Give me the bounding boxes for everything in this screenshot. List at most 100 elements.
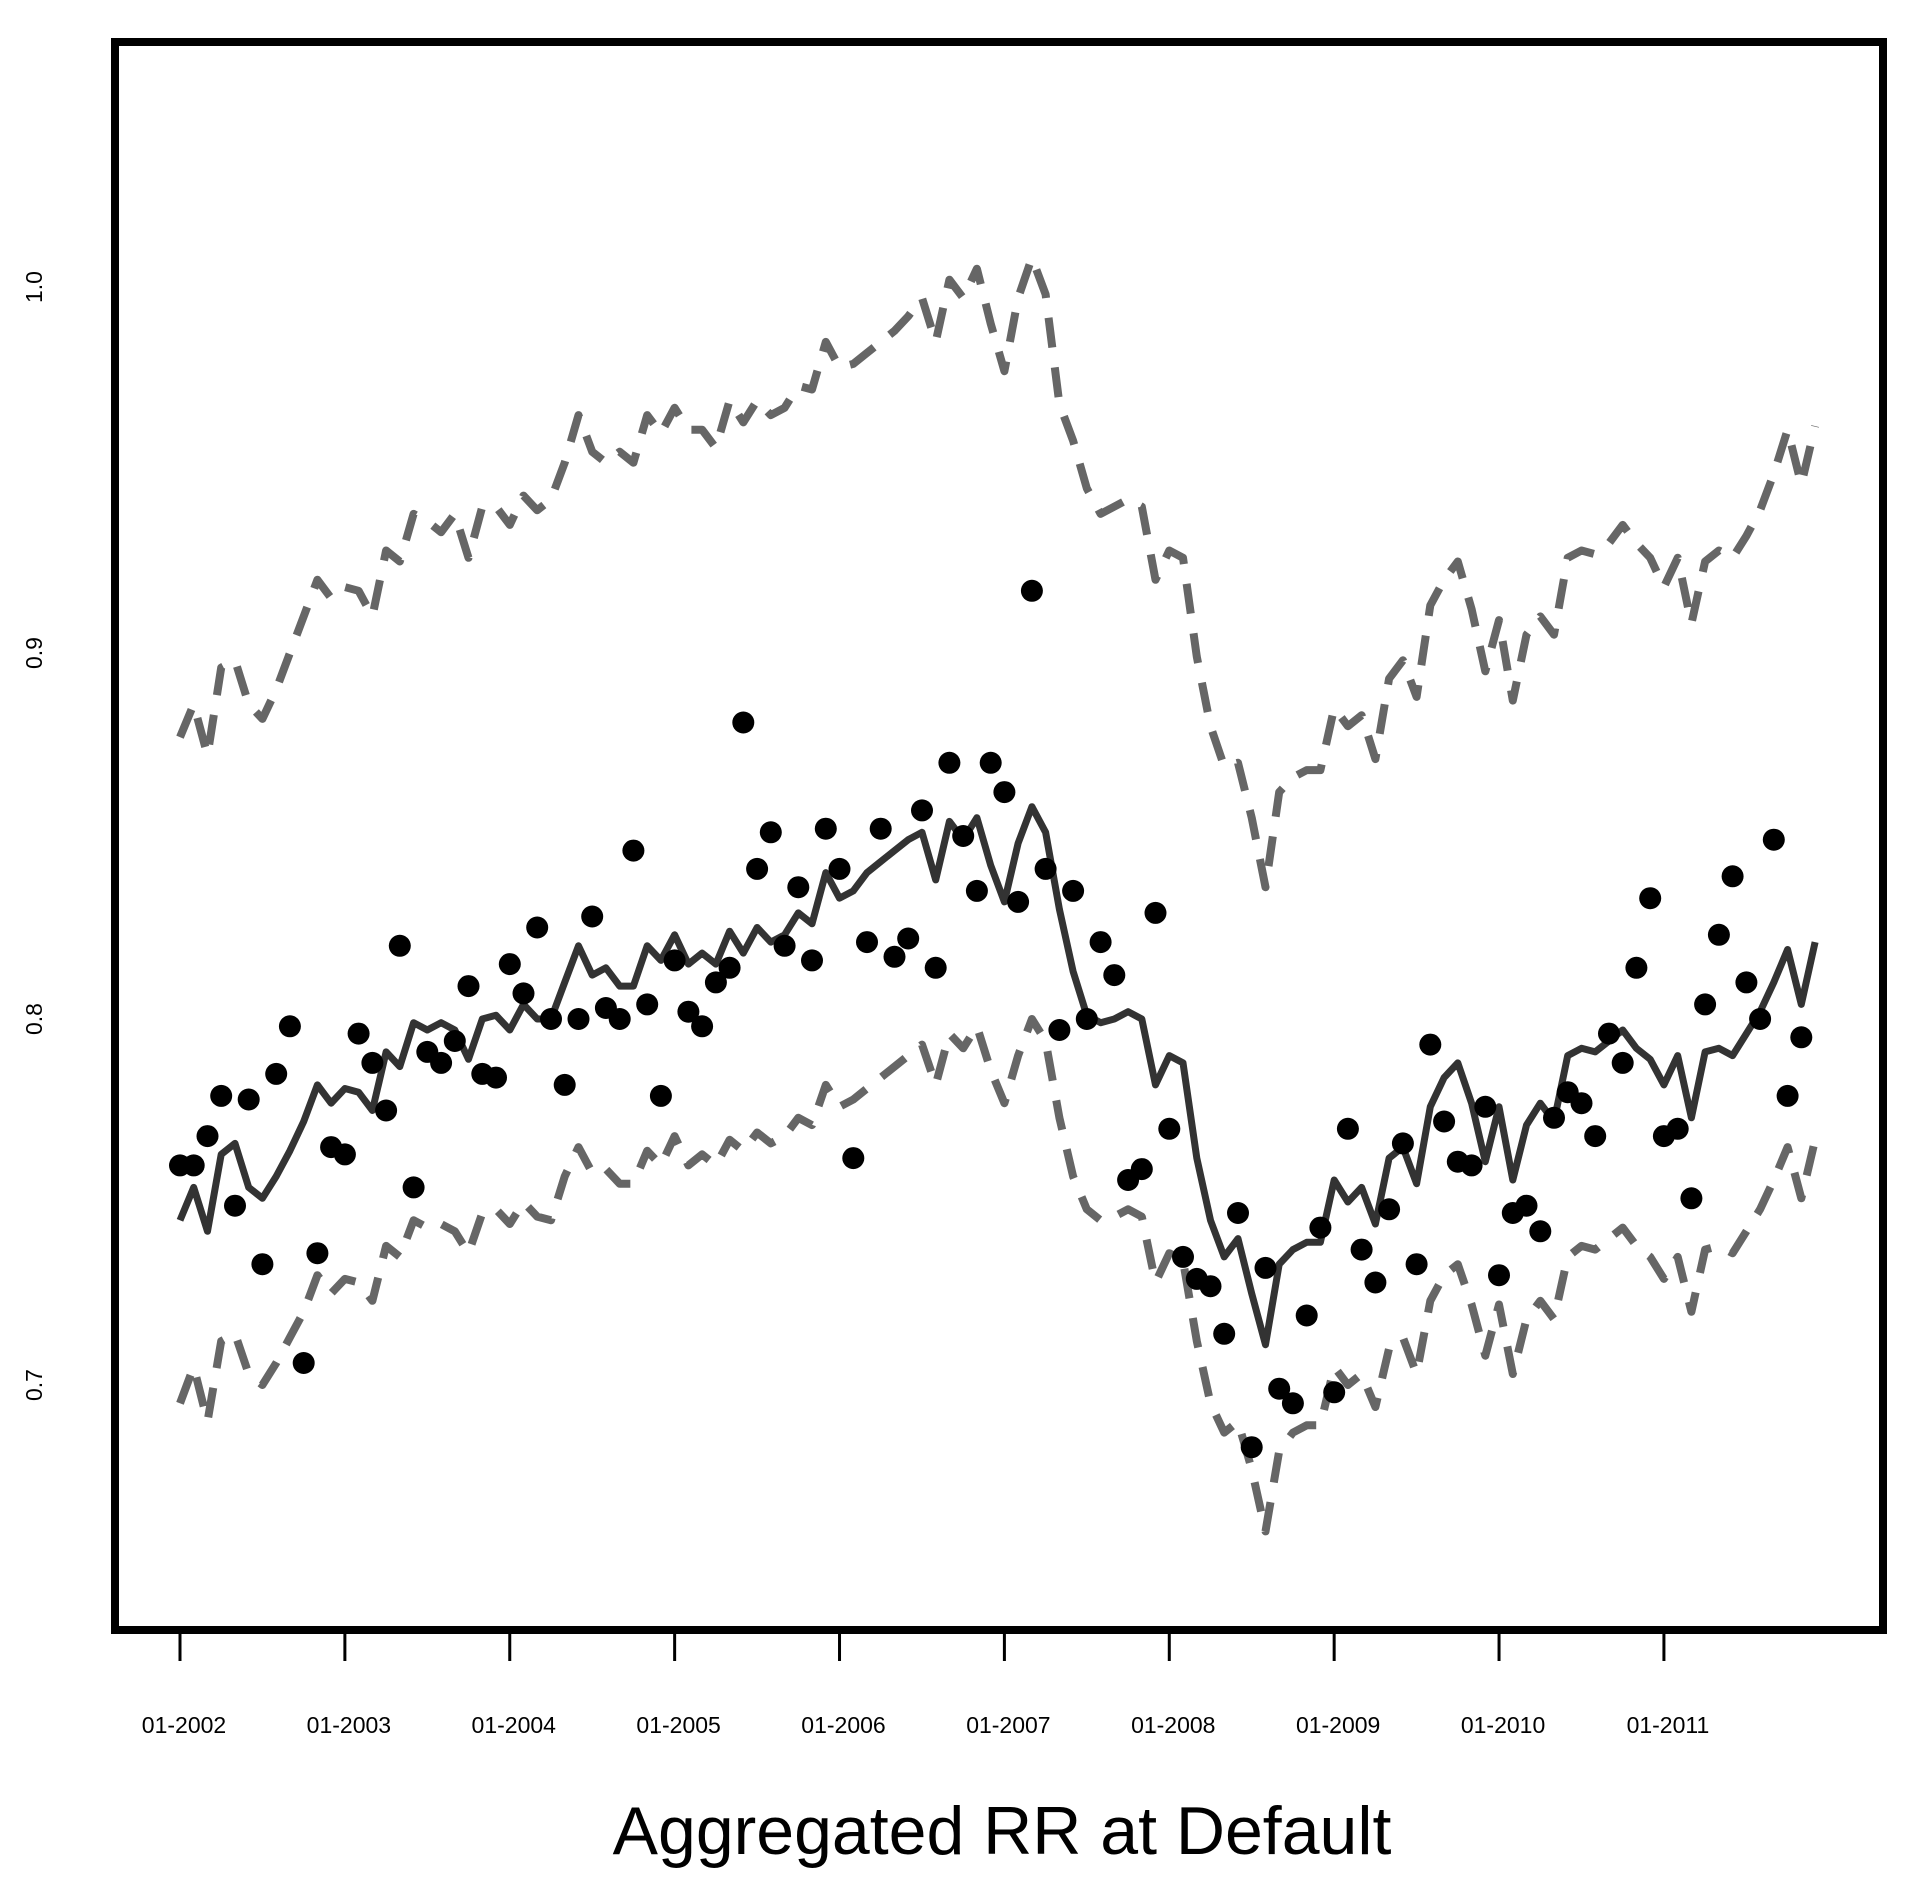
- data-point: [540, 1008, 562, 1030]
- y-tick-label: 0.7: [21, 1369, 47, 1401]
- data-point: [1584, 1125, 1607, 1148]
- x-axis: 01-2002 01-2003 01-2004 01-2005 01-2006 01-20…: [142, 1628, 1710, 1738]
- data-point: [1130, 1158, 1153, 1181]
- data-point: [828, 857, 851, 880]
- data-point: [1419, 1033, 1442, 1056]
- data-point: [1364, 1271, 1387, 1294]
- data-point: [965, 879, 988, 902]
- data-point: [1391, 1132, 1414, 1155]
- y-tick-label: 1.0: [21, 271, 47, 303]
- data-point: [1062, 879, 1085, 902]
- data-point: [1144, 901, 1167, 924]
- x-tick-label: 01-2008: [1131, 1712, 1215, 1738]
- data-point: [443, 1030, 466, 1052]
- data-point: [1680, 1187, 1703, 1210]
- x-axis-label: Aggregated RR at Default: [613, 1793, 1392, 1869]
- data-point: [801, 949, 823, 972]
- data-point: [1158, 1117, 1181, 1140]
- x-tick-label: 01-2004: [472, 1712, 557, 1738]
- data-point: [1721, 865, 1744, 888]
- plot-frame: [111, 38, 1887, 1634]
- data-point: [993, 781, 1016, 804]
- x-tick-label: 01-2011: [1627, 1712, 1710, 1738]
- data-point: [402, 1176, 425, 1199]
- data-point: [1378, 1198, 1401, 1221]
- data-point: [1309, 1216, 1332, 1239]
- data-point: [1199, 1275, 1222, 1298]
- data-point: [663, 949, 686, 972]
- data-point: [718, 956, 741, 979]
- data-point: [1529, 1220, 1552, 1243]
- x-tick-label: 01-2003: [307, 1712, 391, 1738]
- data-point: [1103, 964, 1126, 987]
- data-point: [553, 1073, 576, 1096]
- data-point: [636, 993, 659, 1016]
- data-point: [732, 711, 755, 734]
- data-point: [649, 1084, 672, 1107]
- data-point: [430, 1051, 453, 1074]
- data-point: [1749, 1008, 1772, 1030]
- data-point: [457, 975, 480, 998]
- data-point: [333, 1143, 356, 1166]
- data-point: [1707, 923, 1730, 946]
- data-point: [182, 1154, 205, 1177]
- data-point: [856, 931, 878, 954]
- data-point: [1295, 1304, 1318, 1327]
- data-point: [581, 905, 604, 928]
- data-point: [265, 1062, 288, 1085]
- data-point: [361, 1051, 384, 1074]
- data-point: [869, 817, 892, 840]
- data-point: [347, 1022, 370, 1045]
- data-point: [1433, 1110, 1456, 1133]
- band-line-2: [176, 253, 1819, 892]
- data-point: [911, 799, 933, 822]
- data-point: [1570, 1092, 1593, 1115]
- data-point: [1254, 1256, 1277, 1279]
- data-point: [251, 1253, 274, 1276]
- data-point: [498, 953, 521, 976]
- data-point: [1694, 993, 1717, 1016]
- data-point: [1227, 1202, 1249, 1224]
- data-point: [1323, 1381, 1346, 1404]
- data-point: [608, 1008, 631, 1030]
- data-point: [1240, 1436, 1263, 1459]
- data-point: [1762, 828, 1785, 851]
- data-point: [1020, 579, 1043, 602]
- data-point: [1460, 1154, 1483, 1177]
- data-point: [1350, 1238, 1373, 1261]
- x-tick-label: 01-2007: [966, 1712, 1050, 1738]
- data-point: [883, 945, 906, 968]
- data-point: [814, 817, 837, 840]
- data-point: [278, 1015, 301, 1038]
- band-line-3: [176, 1015, 1819, 1536]
- data-point: [1034, 857, 1057, 880]
- data-point: [526, 916, 549, 939]
- data-point: [196, 1125, 219, 1148]
- data-point: [210, 1084, 233, 1107]
- data-point: [1089, 931, 1112, 954]
- data-point: [787, 876, 810, 899]
- data-point: [292, 1352, 315, 1374]
- data-point: [1281, 1392, 1304, 1415]
- data-point: [1735, 971, 1758, 994]
- data-point: [1336, 1117, 1359, 1140]
- data-point: [388, 934, 411, 957]
- data-point: [512, 982, 535, 1005]
- data-point: [1790, 1026, 1813, 1049]
- data-point: [306, 1242, 329, 1265]
- y-tick-label: 0.9: [21, 637, 47, 669]
- data-point: [1474, 1095, 1497, 1118]
- data-point: [1666, 1117, 1689, 1140]
- data-point: [1776, 1084, 1799, 1107]
- data-point: [1213, 1322, 1236, 1345]
- data-point: [375, 1099, 398, 1122]
- data-point: [924, 956, 947, 979]
- data-point: [1075, 1008, 1098, 1030]
- data-point: [1639, 887, 1662, 910]
- data-point: [1611, 1051, 1634, 1074]
- data-point: [1598, 1022, 1620, 1045]
- x-tick-label: 01-2005: [636, 1712, 720, 1738]
- x-tick-label: 01-2002: [142, 1712, 226, 1738]
- data-point: [759, 821, 782, 844]
